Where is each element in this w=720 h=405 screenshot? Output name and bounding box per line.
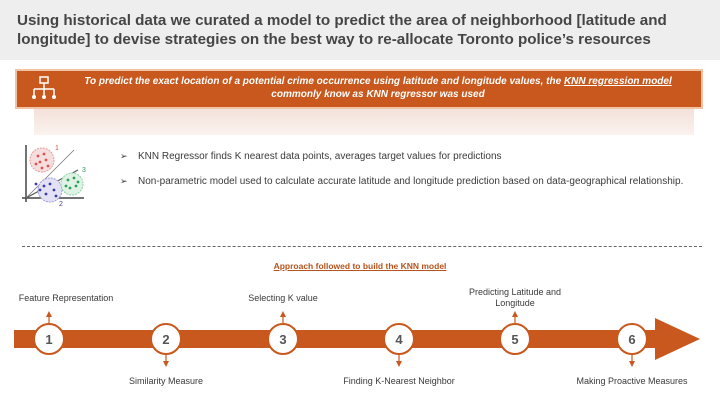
step-1: 1: [33, 311, 65, 355]
arrow-bullet-icon: ➢: [120, 176, 128, 186]
objective-banner: [15, 69, 703, 109]
approach-title: Approach followed to build the KNN model: [273, 261, 447, 271]
step-6: 6: [616, 323, 648, 367]
step-circle: [616, 323, 648, 355]
timeline-bar: [14, 330, 664, 348]
step-label-3: Selecting K value: [248, 293, 318, 303]
hierarchy-icon: [32, 76, 56, 99]
bullet-text: KNN Regressor finds K nearest data point…: [138, 151, 502, 162]
bullet-item: ➢ KNN Regressor finds K nearest data poin…: [120, 150, 710, 163]
bullet-item: ➢ Non-parametric model used to calculate …: [120, 175, 710, 188]
step-number: 6: [628, 332, 635, 347]
step-number: 4: [395, 332, 403, 347]
step-label-6: Making Proactive Measures: [576, 376, 688, 386]
step-label-1: Feature Representation: [18, 293, 114, 303]
cluster-label-2: 2: [59, 201, 63, 208]
step-label-2: Similarity Measure: [128, 376, 204, 386]
knn-clusters-icon: 1 2 3: [22, 145, 86, 208]
bullet-text: Non-parametric model used to calculate a…: [138, 176, 684, 187]
step-circle: [267, 323, 299, 355]
banner-text-start: To predict the exact location of a poten…: [84, 76, 564, 87]
step-number: 1: [45, 332, 52, 347]
step-number: 2: [162, 332, 169, 347]
banner-text: To predict the exact location of a poten…: [60, 75, 696, 101]
step-circle: [33, 323, 65, 355]
step-2: 2: [150, 323, 182, 367]
step-number: 3: [279, 332, 286, 347]
step-circle: [383, 323, 415, 355]
step-4: 4: [383, 323, 415, 367]
banner-link: KNN regression model: [563, 76, 672, 87]
dashed-divider: [22, 246, 702, 247]
timeline-arrowhead: [655, 318, 700, 360]
step-label-4: Finding K-Nearest Neighbor: [343, 376, 455, 386]
step-3: 3: [267, 311, 299, 355]
step-number: 5: [511, 332, 518, 347]
bullet-list: ➢ KNN Regressor finds K nearest data poin…: [120, 150, 710, 200]
arrow-bullet-icon: ➢: [120, 151, 128, 161]
banner-text-end: commonly know as KNN regressor was used: [271, 89, 485, 100]
title-bar: [0, 0, 720, 60]
cluster-label-1: 1: [55, 145, 59, 152]
page-title: Using historical data we curated a model…: [17, 12, 667, 48]
step-circle: [150, 323, 182, 355]
step-5: 5: [499, 311, 531, 355]
step-circle: [499, 323, 531, 355]
step-label-5: Predicting Latitude and Longitude: [468, 287, 562, 308]
banner-shadow: [34, 105, 694, 135]
cluster-label-3: 3: [82, 167, 86, 174]
process-timeline: 1 2 3 4 5 6: [14, 311, 700, 367]
